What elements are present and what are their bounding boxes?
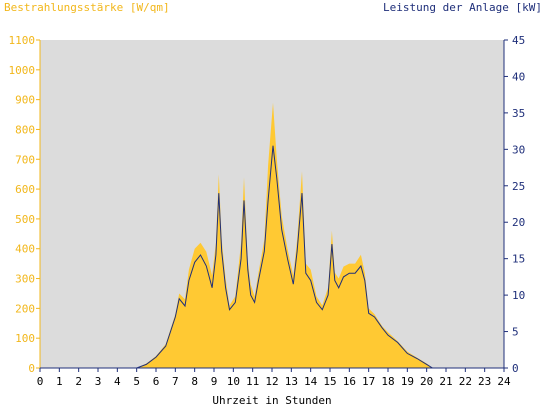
right-tick-label: 40 — [512, 70, 525, 83]
right-axis-title: Leistung der Anlage [kW] — [383, 1, 542, 14]
x-axis-title: Uhrzeit in Stunden — [212, 394, 332, 407]
x-tick-label: 1 — [56, 375, 63, 388]
x-tick-label: 21 — [439, 375, 452, 388]
left-tick-label: 700 — [15, 153, 35, 166]
x-tick-label: 7 — [172, 375, 179, 388]
left-tick-label: 1000 — [9, 64, 36, 77]
power-line — [40, 145, 504, 369]
right-tick-label: 15 — [512, 253, 525, 266]
x-tick-label: 4 — [114, 375, 121, 388]
x-tick-label: 2 — [75, 375, 82, 388]
x-tick-label: 18 — [381, 375, 394, 388]
x-tick-label: 9 — [211, 375, 218, 388]
x-tick-label: 15 — [323, 375, 336, 388]
right-axis-ticks: 0 5 10 15 20 25 30 35 40 45 — [504, 34, 525, 375]
right-tick-label: 45 — [512, 34, 525, 47]
right-tick-label: 30 — [512, 143, 525, 156]
left-tick-label: 500 — [15, 213, 35, 226]
x-tick-label: 3 — [95, 375, 102, 388]
irradiance-area — [40, 102, 504, 368]
x-tick-label: 5 — [133, 375, 140, 388]
x-tick-label: 0 — [37, 375, 44, 388]
right-tick-label: 0 — [512, 362, 519, 375]
left-axis-title: Bestrahlungsstärke [W/qm] — [4, 1, 170, 14]
right-tick-label: 5 — [512, 326, 519, 339]
x-tick-label: 8 — [191, 375, 198, 388]
left-tick-label: 600 — [15, 183, 35, 196]
x-tick-label: 12 — [265, 375, 278, 388]
x-tick-label: 11 — [246, 375, 259, 388]
left-tick-label: 200 — [15, 302, 35, 315]
left-tick-label: 900 — [15, 94, 35, 107]
x-tick-label: 22 — [459, 375, 472, 388]
x-tick-label: 24 — [497, 375, 511, 388]
x-tick-label: 10 — [227, 375, 240, 388]
right-tick-label: 10 — [512, 289, 525, 302]
left-tick-label: 1100 — [9, 34, 36, 47]
left-tick-label: 800 — [15, 123, 35, 136]
x-axis-ticks: 0 1 2 3 4 5 6 7 8 9 10 11 12 13 14 15 16 17 18 19 20 21 22 23 24 — [37, 368, 511, 388]
x-tick-label: 14 — [304, 375, 318, 388]
x-tick-label: 17 — [362, 375, 375, 388]
left-tick-label: 100 — [15, 332, 35, 345]
x-tick-label: 19 — [401, 375, 414, 388]
x-tick-label: 23 — [478, 375, 491, 388]
x-tick-label: 16 — [343, 375, 356, 388]
right-tick-label: 35 — [512, 107, 525, 120]
right-tick-label: 20 — [512, 216, 525, 229]
left-tick-label: 400 — [15, 243, 35, 256]
left-tick-label: 0 — [28, 362, 35, 375]
x-tick-label: 20 — [420, 375, 433, 388]
left-tick-label: 300 — [15, 273, 35, 286]
left-axis-ticks: 0 100 200 300 400 500 600 700 800 900 1000 1100 — [9, 34, 40, 375]
x-tick-label: 13 — [285, 375, 298, 388]
x-tick-label: 6 — [153, 375, 160, 388]
right-tick-label: 25 — [512, 180, 525, 193]
